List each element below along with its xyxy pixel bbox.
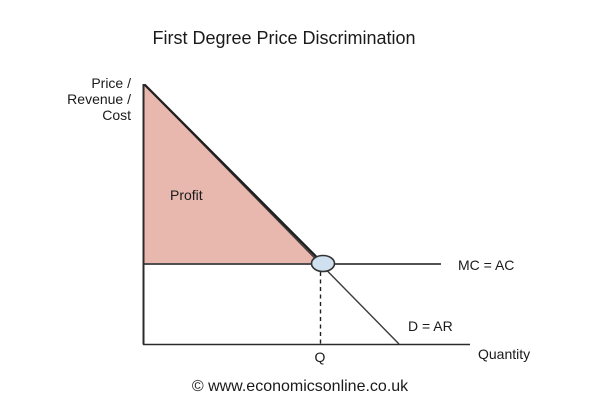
demand-line-upper-segment xyxy=(143,83,325,265)
chart-title: First Degree Price Discrimination xyxy=(152,28,415,48)
y-axis-label-line3: Cost xyxy=(102,107,131,123)
profit-label: Profit xyxy=(170,187,203,203)
copyright-footer: © www.economicsonline.co.uk xyxy=(192,378,409,395)
y-axis-label-line1: Price / xyxy=(91,75,131,91)
y-axis-label-line2: Revenue / xyxy=(67,91,131,107)
d-ar-label: D = AR xyxy=(408,318,453,334)
intersection-point xyxy=(310,254,336,273)
x-axis-label: Quantity xyxy=(478,346,530,362)
q-marker-label: Q xyxy=(315,349,326,365)
mc-ac-label: MC = AC xyxy=(458,257,514,273)
